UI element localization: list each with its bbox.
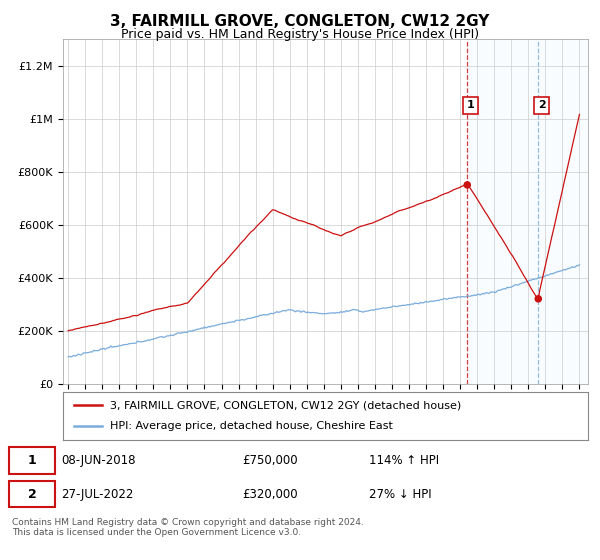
Text: 2: 2 — [538, 100, 545, 110]
Text: 08-JUN-2018: 08-JUN-2018 — [61, 454, 136, 467]
Text: Price paid vs. HM Land Registry's House Price Index (HPI): Price paid vs. HM Land Registry's House … — [121, 28, 479, 41]
Text: £320,000: £320,000 — [242, 488, 298, 501]
Point — [463, 180, 472, 189]
Text: 3, FAIRMILL GROVE, CONGLETON, CW12 2GY (detached house): 3, FAIRMILL GROVE, CONGLETON, CW12 2GY (… — [110, 400, 461, 410]
Text: HPI: Average price, detached house, Cheshire East: HPI: Average price, detached house, Ches… — [110, 421, 393, 431]
Text: 27-JUL-2022: 27-JUL-2022 — [61, 488, 133, 501]
Text: Contains HM Land Registry data © Crown copyright and database right 2024.
This d: Contains HM Land Registry data © Crown c… — [12, 518, 364, 538]
Text: 114% ↑ HPI: 114% ↑ HPI — [369, 454, 439, 467]
Bar — [467, 39, 588, 384]
Text: 3, FAIRMILL GROVE, CONGLETON, CW12 2GY: 3, FAIRMILL GROVE, CONGLETON, CW12 2GY — [110, 14, 490, 29]
Text: 2: 2 — [28, 488, 37, 501]
Bar — [538, 39, 588, 384]
FancyBboxPatch shape — [9, 447, 55, 474]
Text: 1: 1 — [28, 454, 37, 467]
FancyBboxPatch shape — [9, 481, 55, 507]
Text: 1: 1 — [467, 100, 475, 110]
Text: 27% ↓ HPI: 27% ↓ HPI — [369, 488, 432, 501]
Point — [533, 295, 543, 304]
Text: £750,000: £750,000 — [242, 454, 298, 467]
